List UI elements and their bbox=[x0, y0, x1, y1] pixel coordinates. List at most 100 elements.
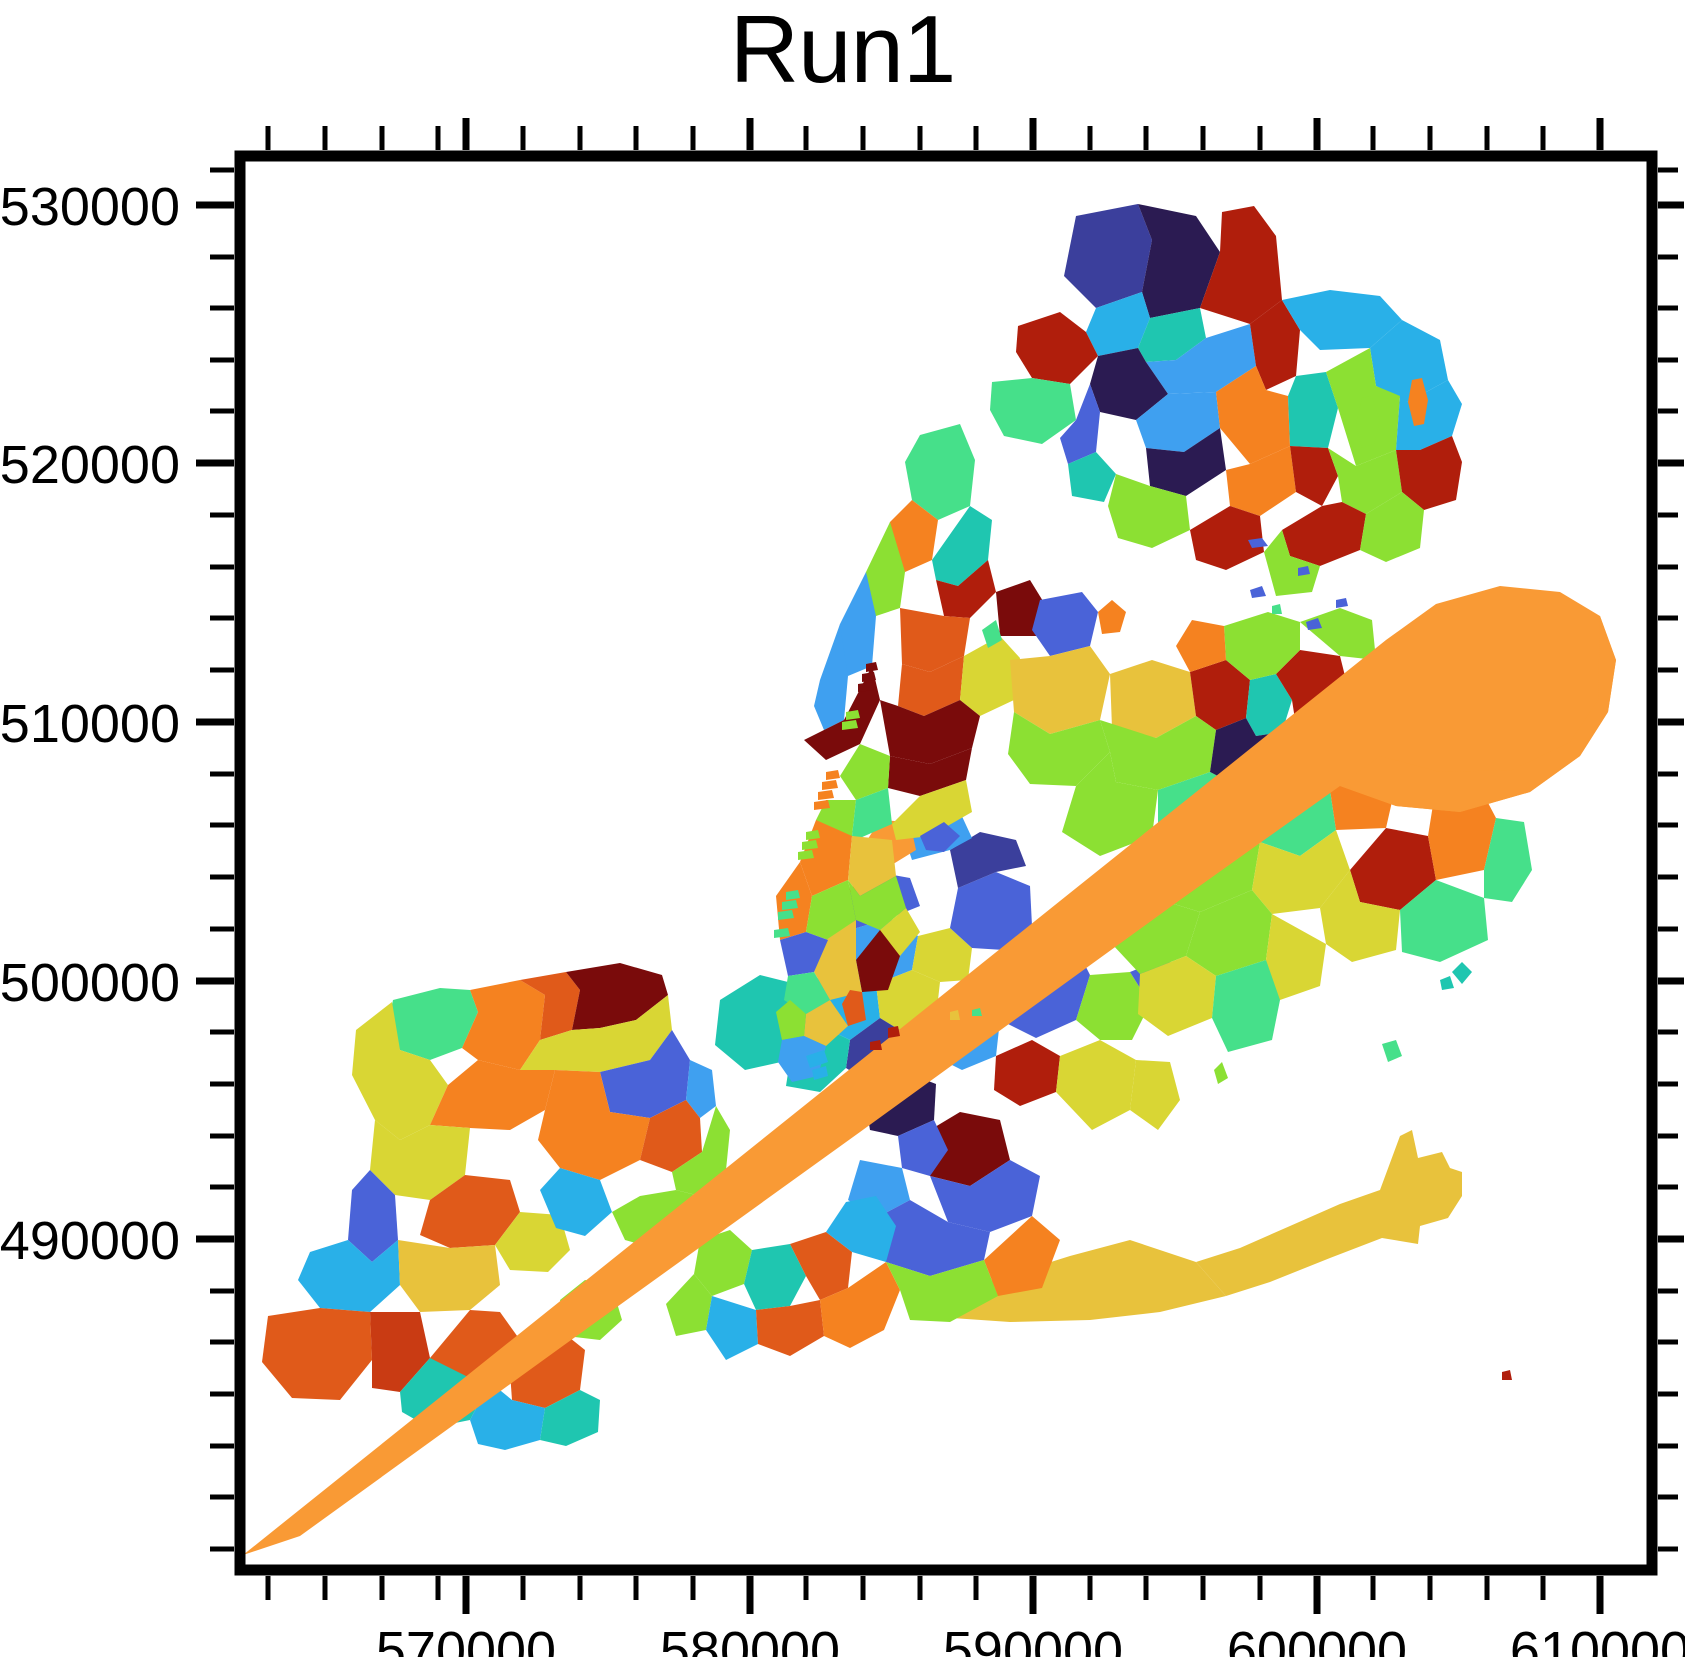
map-region bbox=[566, 963, 668, 1030]
map-region bbox=[984, 1216, 1060, 1296]
map-region bbox=[1306, 618, 1322, 630]
region-group-shore-slivers bbox=[774, 662, 878, 1080]
map-region bbox=[666, 1274, 712, 1336]
y-tick-label: 4510000 bbox=[0, 694, 180, 754]
map-region bbox=[1200, 206, 1282, 324]
map-region bbox=[814, 624, 848, 730]
map-region bbox=[848, 876, 906, 930]
map-region bbox=[848, 836, 896, 896]
map-region bbox=[886, 1260, 998, 1322]
axis-ticks bbox=[196, 118, 1684, 1614]
map-region bbox=[1320, 870, 1400, 962]
map-region bbox=[1290, 446, 1338, 506]
map-region bbox=[1130, 1060, 1180, 1130]
map-region bbox=[888, 748, 972, 796]
map-region bbox=[1086, 292, 1150, 356]
map-region bbox=[912, 928, 972, 982]
map-region bbox=[1062, 752, 1158, 856]
map-region bbox=[862, 672, 876, 682]
map-region bbox=[806, 1050, 828, 1068]
map-region bbox=[776, 1000, 806, 1040]
map-region bbox=[694, 1230, 752, 1296]
map-region bbox=[930, 1160, 1040, 1232]
map-region bbox=[1396, 436, 1462, 510]
map-region bbox=[370, 1312, 430, 1392]
map-region bbox=[1098, 600, 1126, 634]
map-region bbox=[1260, 914, 1326, 1000]
map-region bbox=[1090, 348, 1168, 420]
map-region bbox=[786, 890, 800, 900]
map-region bbox=[1110, 660, 1196, 738]
map-region bbox=[1010, 646, 1110, 734]
map-region bbox=[784, 972, 830, 1014]
map-region bbox=[540, 1390, 600, 1446]
map-region bbox=[1176, 620, 1226, 672]
map-region bbox=[994, 1040, 1060, 1106]
map-region bbox=[1282, 502, 1366, 566]
map-region bbox=[1226, 446, 1296, 516]
map-region bbox=[866, 662, 878, 672]
map-region bbox=[790, 1232, 852, 1300]
map-region bbox=[936, 560, 996, 618]
map-region bbox=[298, 1240, 400, 1312]
map-region bbox=[812, 1066, 828, 1080]
map-region bbox=[1196, 1130, 1462, 1296]
x-tick-label: 590000 bbox=[942, 1621, 1124, 1657]
map-region bbox=[1008, 712, 1110, 786]
map-region bbox=[1440, 976, 1454, 990]
map-region bbox=[352, 1002, 448, 1140]
map-region bbox=[820, 1262, 900, 1348]
map-region bbox=[1272, 604, 1282, 614]
map-region bbox=[1068, 452, 1116, 502]
axis-frame bbox=[234, 150, 1658, 1576]
map-region bbox=[1350, 828, 1436, 910]
x-tick-label: 610000 bbox=[1509, 1621, 1685, 1657]
region-group-specks bbox=[870, 566, 1512, 1380]
page-title: Run1 bbox=[729, 0, 957, 103]
map-region bbox=[462, 980, 545, 1070]
map-region bbox=[1190, 506, 1264, 570]
map-region bbox=[1264, 530, 1320, 596]
map-region bbox=[818, 790, 834, 800]
map-region bbox=[1336, 598, 1348, 608]
map-region bbox=[782, 900, 798, 910]
x-tick-label: 580000 bbox=[659, 1621, 841, 1657]
map-region bbox=[420, 1175, 520, 1248]
map-region bbox=[840, 744, 890, 800]
y-tick-label: 4490000 bbox=[0, 1211, 180, 1271]
map-region bbox=[1138, 204, 1220, 318]
map-region bbox=[1250, 586, 1266, 598]
map-region bbox=[996, 580, 1046, 636]
map-region bbox=[1248, 538, 1268, 548]
map-region bbox=[1452, 962, 1472, 984]
map-region bbox=[842, 720, 858, 730]
map-region bbox=[398, 1240, 500, 1312]
map-region bbox=[814, 800, 830, 810]
map-region bbox=[780, 932, 828, 976]
map-region bbox=[920, 1112, 1010, 1186]
x-tick-label: 600000 bbox=[1226, 1621, 1408, 1657]
map-region bbox=[1246, 674, 1292, 736]
map-region bbox=[640, 1100, 702, 1172]
map-region bbox=[960, 636, 1020, 716]
map-region bbox=[430, 1060, 555, 1130]
region-group-brooklyn-south bbox=[666, 1196, 1060, 1360]
map-region bbox=[1108, 474, 1190, 548]
map-region bbox=[826, 770, 840, 780]
region-group-bronx bbox=[990, 204, 1462, 596]
map-region bbox=[946, 1240, 1226, 1322]
map-region bbox=[990, 378, 1076, 444]
map-region bbox=[905, 424, 975, 520]
map-region bbox=[1370, 320, 1448, 402]
map-region bbox=[880, 700, 980, 764]
map-region bbox=[798, 850, 814, 860]
map-region bbox=[1288, 372, 1338, 448]
map-region bbox=[1060, 384, 1100, 464]
map-region bbox=[802, 840, 818, 850]
map-region bbox=[836, 572, 876, 676]
region-group-staten-island bbox=[262, 963, 730, 1450]
map-region bbox=[1250, 300, 1300, 390]
y-tick-label: 4520000 bbox=[0, 435, 180, 495]
